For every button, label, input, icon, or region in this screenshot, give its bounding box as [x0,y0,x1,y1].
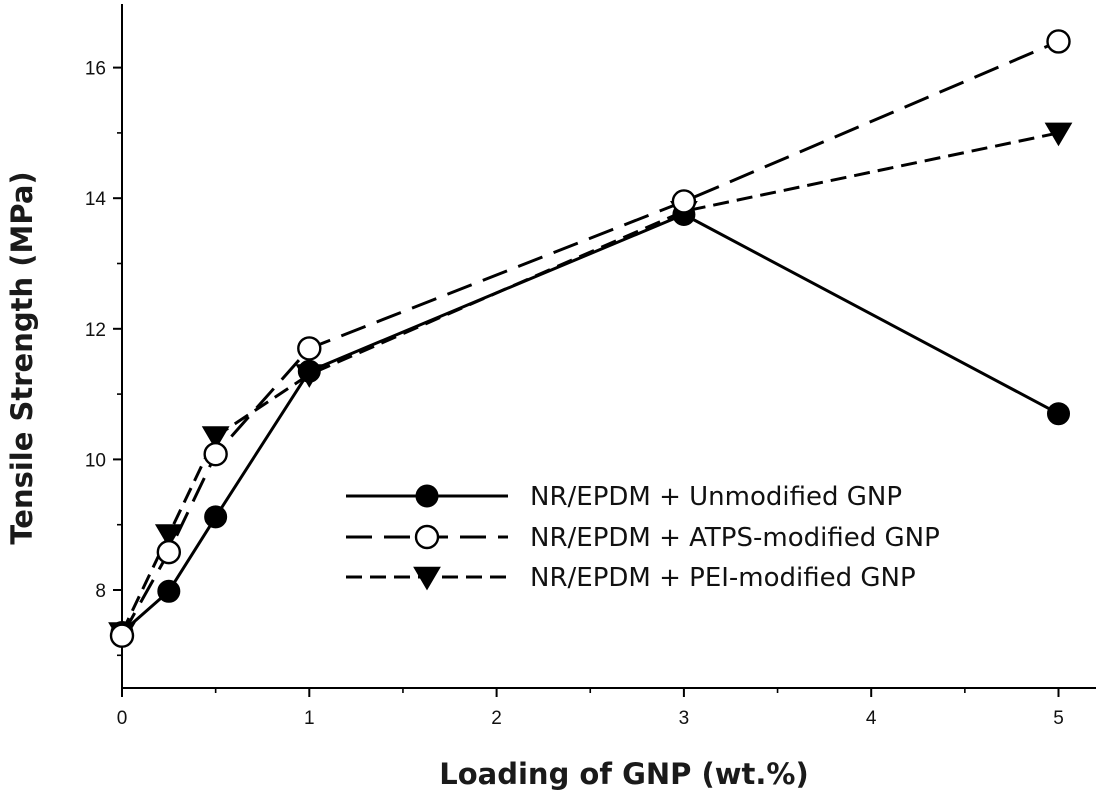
legend: NR/EPDM + Unmodified GNP NR/EPDM + ATPS-m… [346,482,940,593]
x-tick-label: 1 [304,708,315,729]
series-2-point [156,539,182,565]
series-2-point [297,336,322,361]
legend-marker-3 [413,566,441,591]
y-tick-label: 14 [85,189,107,210]
series-layer [108,29,1073,648]
series-1-point [204,505,228,529]
series-2-line [120,40,1060,637]
series-3-point [295,364,324,388]
y-tick-label: 16 [85,59,106,80]
legend-label-3: NR/EPDM + PEI-modified GNP [530,563,916,593]
x-axis-ticks: 0 1 2 3 4 5 [117,688,1064,729]
series-3-line [120,131,1059,634]
legend-label-1: NR/EPDM + Unmodified GNP [530,482,902,512]
series-3-point [1044,122,1073,147]
axes [121,4,1096,689]
x-tick-label: 5 [1053,708,1064,729]
series-2-point [671,189,697,214]
y-axis-ticks: 8 10 12 14 16 [85,59,122,657]
series-2-point [1046,29,1071,54]
legend-marker-2 [414,524,440,550]
series-2 [109,29,1071,648]
series-1-point [1047,402,1070,426]
y-tick-label: 8 [95,581,106,602]
series-1-point [157,579,181,603]
y-tick-label: 10 [85,450,106,471]
series-2-point [203,441,228,467]
legend-label-2: NR/EPDM + ATPS-modified GNP [530,523,940,553]
x-tick-label: 2 [491,708,502,729]
series-2-point [109,623,135,648]
x-tick-label: 0 [117,708,128,729]
series-3-point [154,524,183,548]
x-tick-label: 3 [679,708,690,729]
y-tick-label: 12 [85,320,106,341]
series-3-point [201,426,230,450]
x-axis-title: Loading of GNP (wt.%) [439,757,808,791]
legend-marker-1 [415,484,439,508]
x-tick-label: 4 [866,708,877,729]
series-3 [108,122,1073,646]
y-axis-title: Tensile Strength (MPa) [5,171,39,544]
